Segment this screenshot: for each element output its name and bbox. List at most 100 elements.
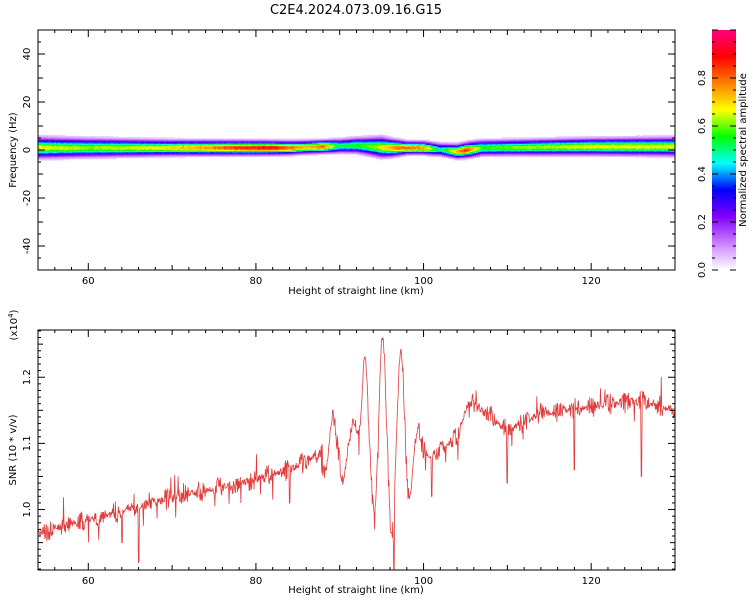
spectrogram-cell <box>132 142 135 144</box>
spectrogram-cell <box>82 138 85 141</box>
spectrogram-cell <box>78 149 81 151</box>
spectrogram-cell <box>220 144 223 147</box>
spectrogram-cell <box>146 149 149 151</box>
spectrogram-cell <box>508 155 511 157</box>
spectrogram-cell <box>278 154 281 156</box>
spectrogram-cell <box>40 139 43 142</box>
spectrogram-cell <box>316 139 319 142</box>
spectrogram-cell <box>372 150 375 153</box>
spectrogram-cell <box>512 139 515 142</box>
spectrogram-cell <box>542 142 545 144</box>
spectrogram-cell <box>484 154 487 156</box>
spectrogram-cell <box>62 157 65 160</box>
spectrogram-cell <box>354 148 357 150</box>
spectrogram-cell <box>606 143 609 145</box>
spectrogram-cell <box>562 154 565 156</box>
spectrogram-cell <box>314 143 317 145</box>
spectrogram-cell <box>150 144 153 147</box>
spectrogram-cell <box>232 148 235 150</box>
spectrogram-cell <box>340 147 343 149</box>
spectrogram-cell <box>384 142 387 144</box>
spectrogram-cell <box>594 138 597 141</box>
spectrogram-cell <box>144 138 147 141</box>
spectrogram-cell <box>54 148 57 150</box>
spectrogram-cell <box>634 153 637 155</box>
spectrogram-cell <box>230 142 233 144</box>
spectrogram-cell <box>634 154 637 156</box>
spectrogram-cell <box>380 154 383 156</box>
spectrogram-cell <box>440 145 443 148</box>
spectrogram-cell <box>264 153 267 155</box>
spectrogram-cell <box>366 144 369 147</box>
spectrogram-cell <box>362 141 365 143</box>
spectrogram-cell <box>216 139 219 142</box>
spectrogram-cell <box>306 153 309 155</box>
spectrogram-cell <box>106 154 109 156</box>
spectrogram-cell <box>220 143 223 145</box>
spectrogram-cell <box>474 138 477 141</box>
spectrogram-cell <box>436 141 439 143</box>
spectrogram-cell <box>134 153 137 155</box>
spectrogram-cell <box>46 159 49 161</box>
spectrogram-cell <box>532 142 535 144</box>
spectrogram-cell <box>114 155 117 157</box>
spectrogram-cell <box>104 148 107 150</box>
spectrogram-cell <box>376 136 379 138</box>
spectrogram-cell <box>554 154 557 156</box>
spectrogram-cell <box>454 157 457 160</box>
spectrogram-cell <box>66 142 69 144</box>
spectrogram-cell <box>412 144 415 147</box>
spectrogram-cell <box>438 144 441 147</box>
spectrogram-cell <box>402 141 405 143</box>
spectrogram-cell <box>384 144 387 147</box>
spectrogram-cell <box>422 153 425 155</box>
spectrogram-cell <box>56 159 59 161</box>
spectrogram-cell <box>188 151 191 154</box>
spectrogram-cell <box>76 138 79 141</box>
spectrogram-cell <box>202 139 205 142</box>
spectrogram-cell <box>322 147 325 149</box>
spectrogram-cell <box>542 153 545 155</box>
spectrogram-cell <box>344 153 347 155</box>
spectrogram-cell <box>216 145 219 148</box>
spectrogram-cell <box>168 154 171 156</box>
spectrogram-cell <box>282 141 285 143</box>
spectrogram-cell <box>284 151 287 154</box>
spectrogram-cell <box>386 153 389 155</box>
spectrogram-cell <box>142 154 145 156</box>
spectrogram-cell <box>76 156 79 159</box>
spectrogram-cell <box>250 138 253 141</box>
spectrogram-cell <box>538 137 541 139</box>
spectrogram-cell <box>568 150 571 153</box>
spectrogram-cell <box>172 151 175 154</box>
spectrogram-cell <box>630 138 633 141</box>
spectrogram-cell <box>612 150 615 153</box>
spectrogram-cell <box>88 145 91 148</box>
spectrogram-cell <box>270 147 273 149</box>
spectrogram-cell <box>334 138 337 141</box>
spectrogram-cell <box>352 139 355 142</box>
spectrogram-cell <box>46 148 49 150</box>
spectrogram-cell <box>156 148 159 150</box>
spectrogram-cell <box>548 138 551 141</box>
spectrogram-cell <box>332 139 335 142</box>
spectrogram-cell <box>532 154 535 156</box>
spectrogram-cell <box>104 151 107 154</box>
spectrogram-cell <box>408 145 411 148</box>
spectrogram-cell <box>312 148 315 150</box>
spectrogram-cell <box>484 153 487 155</box>
spectrogram-cell <box>400 155 403 157</box>
spectrogram-cell <box>292 148 295 150</box>
spectrogram-cell <box>642 150 645 153</box>
spectrogram-cell <box>454 145 457 148</box>
spectrogram-cell <box>334 137 337 139</box>
spectrogram-cell <box>112 151 115 154</box>
spectrogram-cell <box>562 136 565 138</box>
spectrogram-cell <box>586 154 589 156</box>
spectrogram-cell <box>368 141 371 143</box>
spectrogram-cell <box>148 156 151 159</box>
spectrogram-cell <box>624 155 627 157</box>
spectrogram-cell <box>60 155 63 157</box>
spectrogram-cell <box>454 147 457 149</box>
spectrogram-cell <box>314 154 317 156</box>
